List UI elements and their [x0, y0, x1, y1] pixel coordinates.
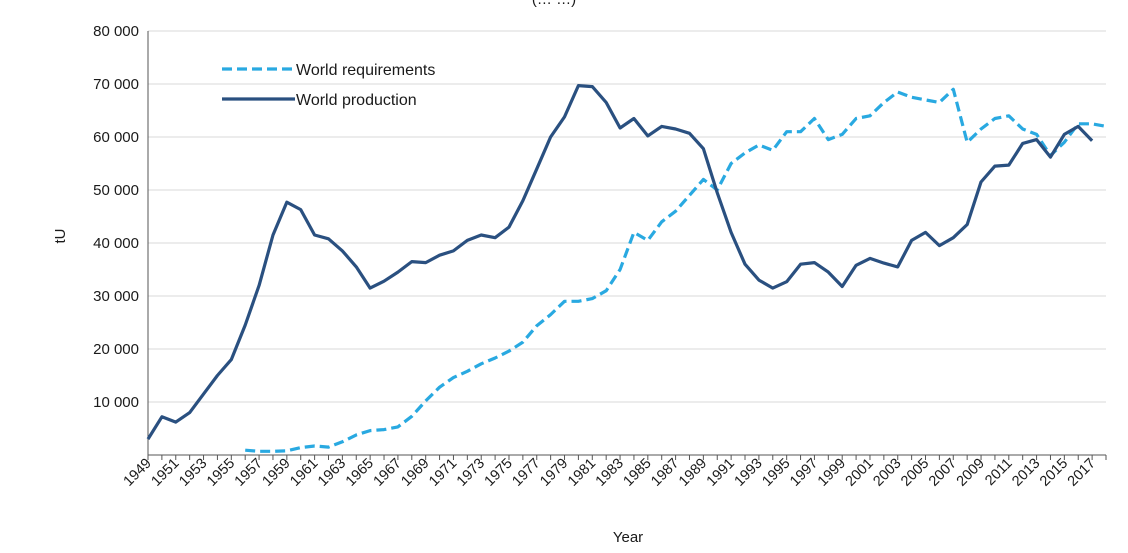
x-tick-label: 1993: [732, 456, 766, 490]
y-tick-label: 80 000: [93, 23, 139, 40]
x-tick-label: 2017: [1065, 456, 1099, 490]
x-tick-label: 1967: [371, 456, 405, 490]
chart-title: (… …): [532, 0, 576, 8]
y-tick-label: 30 000: [93, 288, 139, 305]
x-tick-label: 1987: [648, 456, 682, 490]
x-tick-label: 1953: [176, 456, 210, 490]
legend: World requirements World production: [222, 62, 435, 109]
x-tick-label: 2001: [843, 456, 877, 490]
x-tick-label: 1949: [121, 456, 155, 490]
x-tick-label: 2005: [898, 456, 932, 490]
y-tick-label: 20 000: [93, 341, 139, 358]
y-tick-label: 60 000: [93, 129, 139, 146]
x-tick-label: 1999: [815, 456, 849, 490]
x-tick-label: 2015: [1037, 456, 1071, 490]
y-axis-label: tU: [52, 229, 69, 244]
y-tick-label: 70 000: [93, 76, 139, 93]
x-tick-label: 1955: [204, 456, 238, 490]
x-tick-label: 1989: [676, 456, 710, 490]
x-tick-label: 1975: [482, 456, 516, 490]
x-tick-label: 2003: [870, 456, 904, 490]
series-line-world-production: [146, 84, 1094, 440]
legend-label-production: World production: [296, 92, 417, 109]
x-tick-label: 1977: [509, 456, 543, 490]
x-tick-label: 1981: [565, 456, 599, 490]
x-tick-label: 1997: [787, 456, 821, 490]
x-tick-label: 2009: [954, 456, 988, 490]
x-axis-label: Year: [613, 529, 643, 546]
x-tick-label: 1957: [232, 456, 266, 490]
x-tick-label: 1985: [621, 456, 655, 490]
x-tick-label: 1951: [148, 456, 182, 490]
y-tick-label: 10 000: [93, 394, 139, 411]
x-tick-label: 1973: [454, 456, 488, 490]
x-tick-label: 1971: [426, 456, 460, 490]
y-tick-label: 40 000: [93, 235, 139, 252]
y-axis-ticks: 10 000 20 000 30 000 40 000 50 000 60 000 70 0…: [93, 23, 139, 411]
x-tick-label: 1983: [593, 456, 627, 490]
x-tick-label: 1963: [315, 456, 349, 490]
axes: [147, 31, 1107, 460]
x-tick-label: 2013: [1009, 456, 1043, 490]
x-tick-label: 1965: [343, 456, 377, 490]
x-tick-label: 1995: [759, 456, 793, 490]
y-tick-label: 50 000: [93, 182, 139, 199]
series-lines: [146, 84, 1107, 453]
x-tick-label: 1991: [704, 456, 738, 490]
x-tick-label: 2007: [926, 456, 960, 490]
x-axis-ticks: 1949195119531955195719591961196319651967…: [121, 456, 1099, 490]
legend-label-requirements: World requirements: [296, 62, 435, 79]
x-tick-label: 1961: [287, 456, 321, 490]
x-tick-label: 1969: [398, 456, 432, 490]
x-tick-label: 1979: [537, 456, 571, 490]
x-tick-label: 1959: [260, 456, 294, 490]
gridlines: [148, 30, 1106, 403]
x-tick-label: 2011: [982, 456, 1015, 489]
series-line-world-requirements: [245, 87, 1107, 453]
